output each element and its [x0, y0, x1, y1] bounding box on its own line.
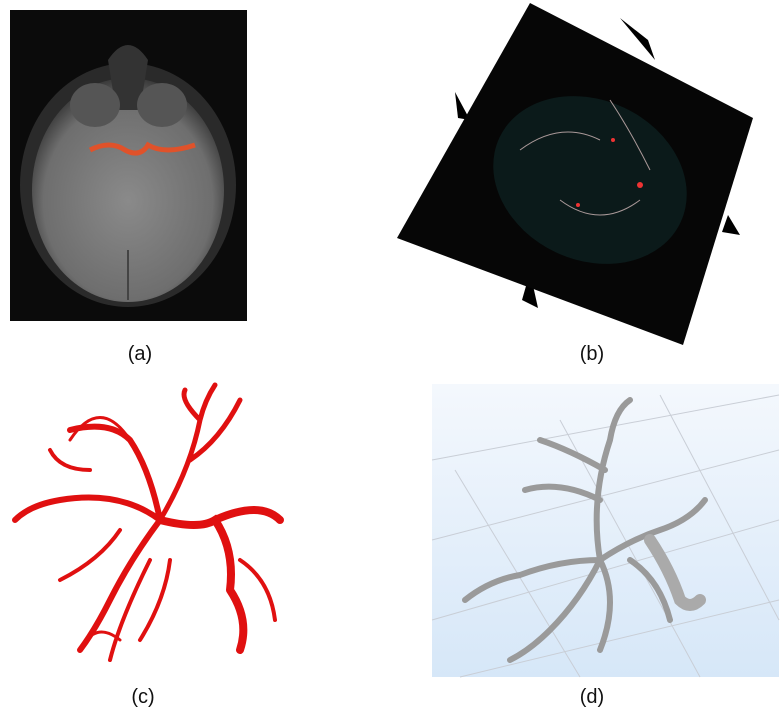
- panel-b-image: [397, 3, 753, 345]
- panel-label: (b): [552, 343, 632, 366]
- panel-c-image: [15, 385, 280, 660]
- panel-a-image: [10, 10, 247, 321]
- panel-d-image: [432, 384, 779, 677]
- panel-label: (a): [100, 343, 180, 366]
- panel-label: (d): [552, 686, 632, 709]
- panel-label: (c): [103, 686, 183, 709]
- figure: (a) (b) (c) (d): [0, 0, 783, 717]
